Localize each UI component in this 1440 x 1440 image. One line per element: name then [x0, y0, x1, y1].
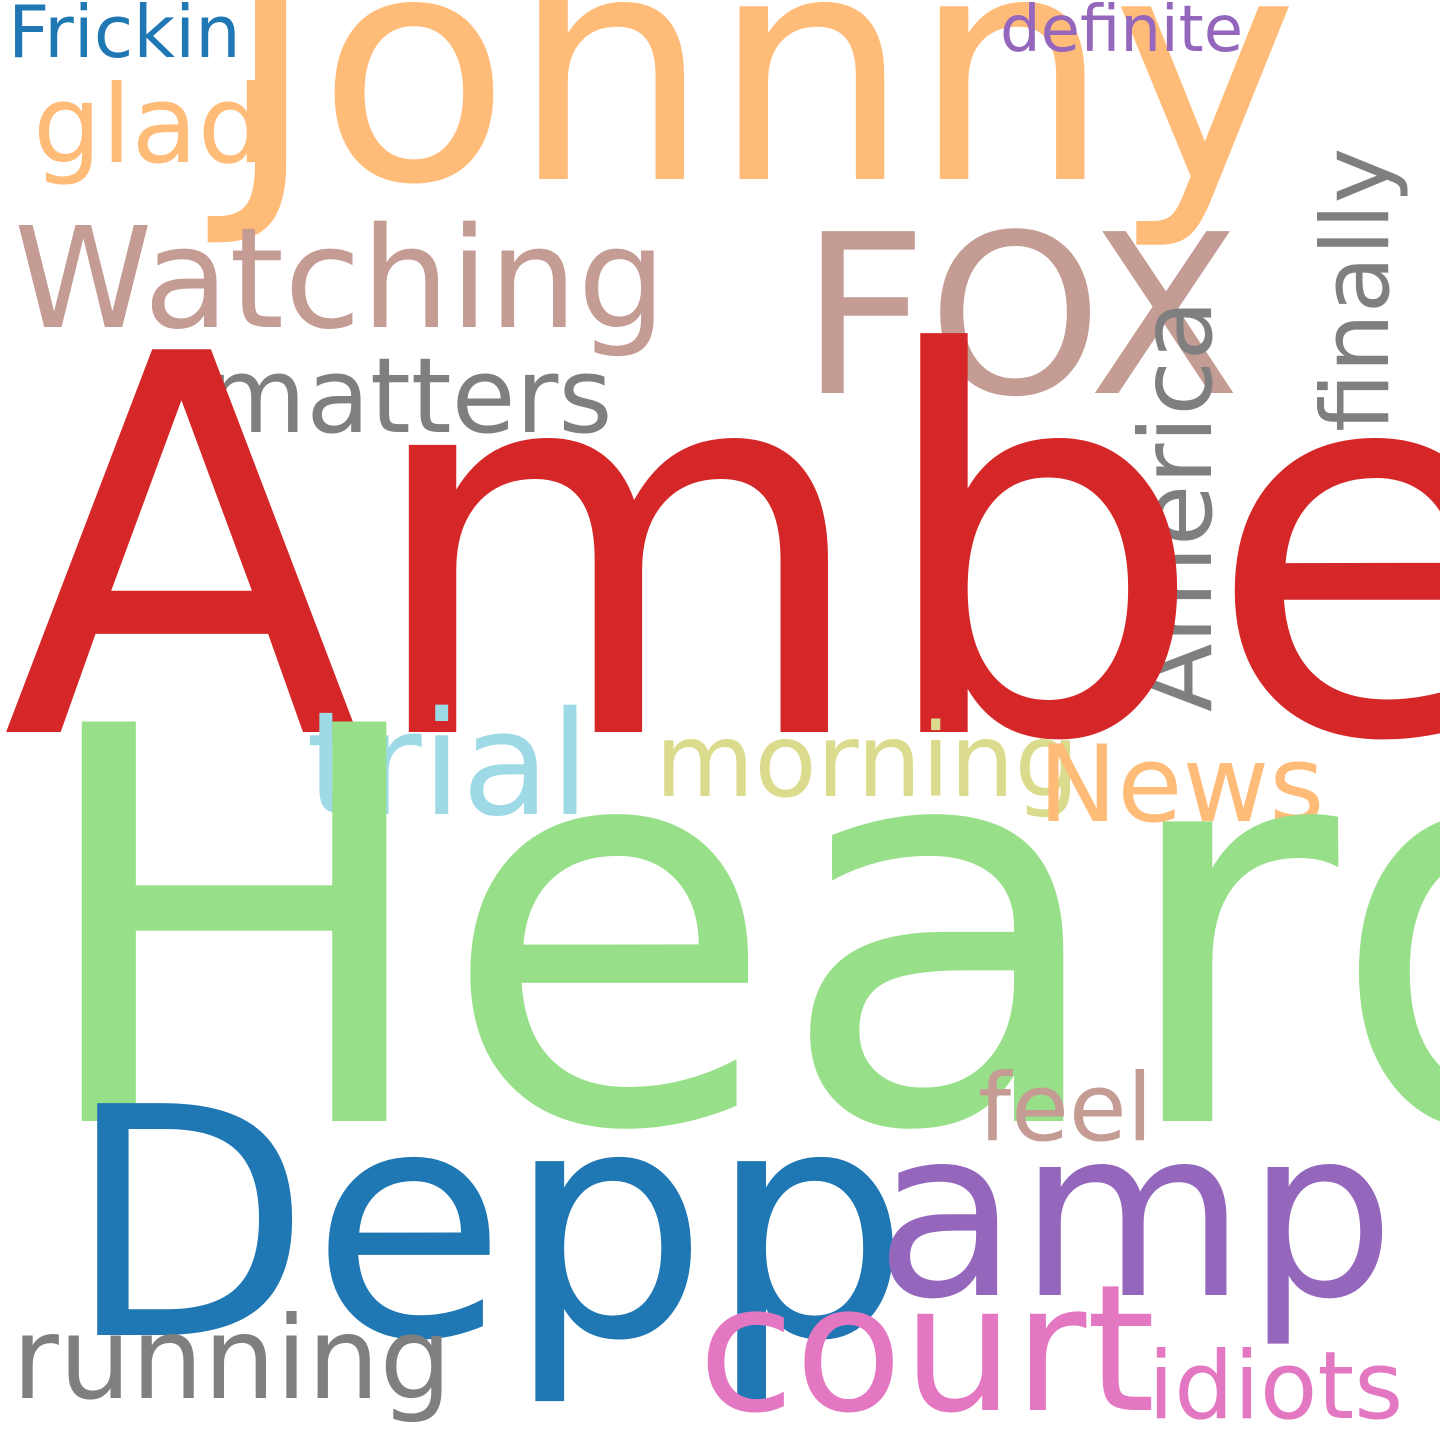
word-trial: trial — [306, 680, 590, 848]
word-court: court — [698, 1247, 1156, 1440]
word-definite: definite — [1000, 0, 1244, 67]
word-idiots: idiots — [1148, 1332, 1404, 1440]
word-frickin: Frickin — [8, 0, 241, 74]
word-matters: matters — [205, 335, 613, 457]
word-feel: feel — [978, 1054, 1153, 1163]
word-amber: Amber — [2, 245, 1440, 856]
word-johnny: Johnny — [224, 0, 1299, 254]
word-depp: Depp — [66, 1040, 911, 1410]
word-fox: FOX — [800, 188, 1241, 446]
word-glad: glad — [33, 63, 267, 188]
word-morning: morning — [655, 702, 1080, 821]
word-news: News — [1038, 723, 1325, 846]
word-heard: Heard — [28, 613, 1440, 1251]
word-watching: Watching — [14, 198, 667, 361]
word-running: running — [12, 1292, 452, 1425]
word-amp: amp — [875, 1079, 1395, 1351]
